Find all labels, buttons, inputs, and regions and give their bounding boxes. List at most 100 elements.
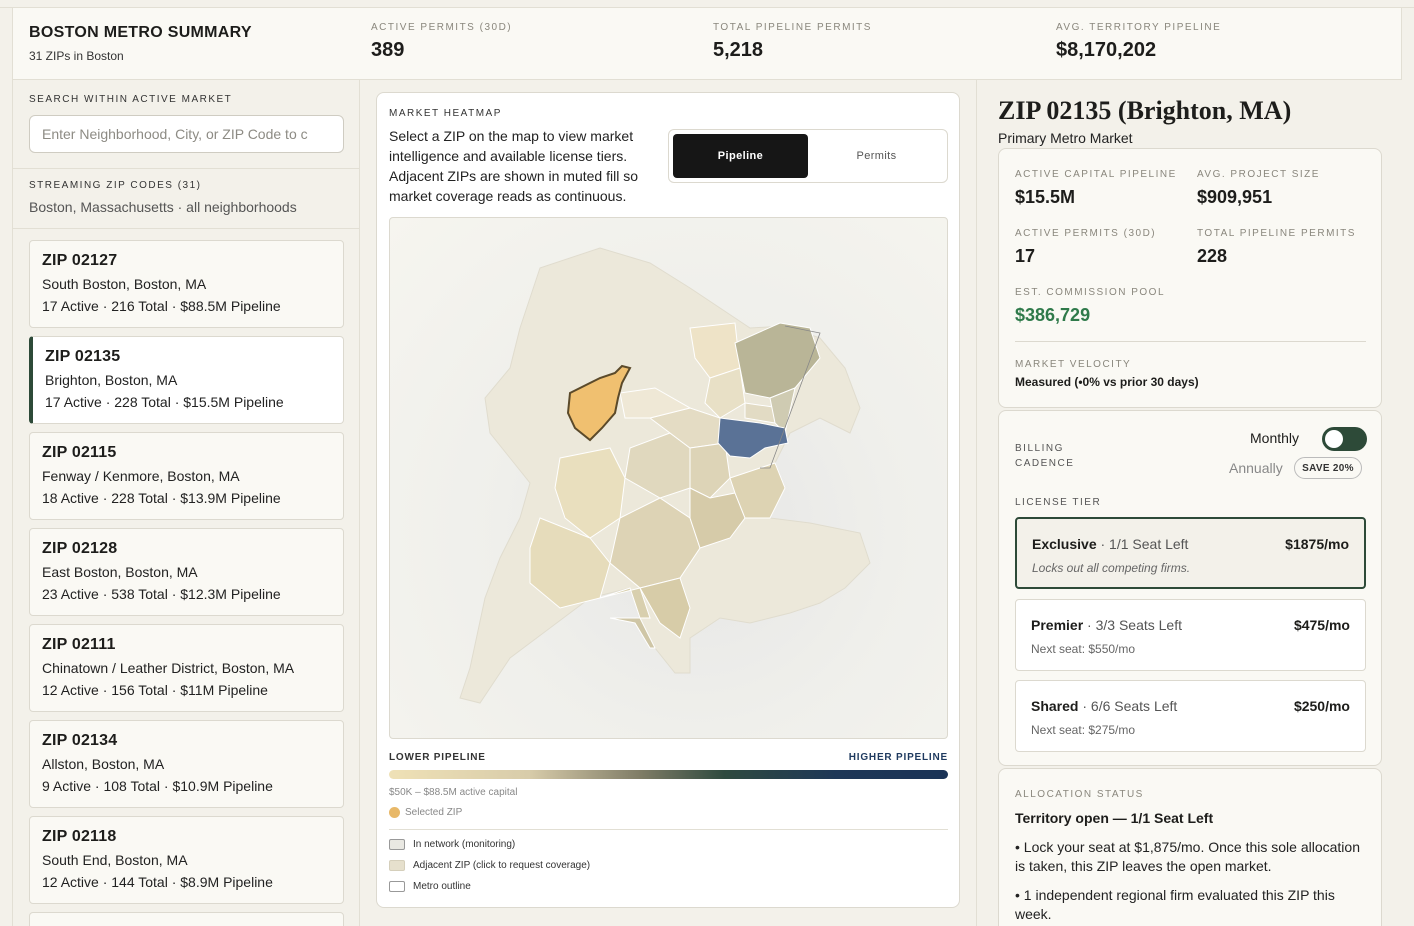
streaming-subtitle: Boston, Massachusetts · all neighborhood… xyxy=(29,199,297,215)
tier-name: Premier · 3/3 Seats Left xyxy=(1031,617,1182,633)
divider xyxy=(13,228,359,229)
zip-card-02127[interactable]: ZIP 02127 South Boston, Boston, MA 17 Ac… xyxy=(29,240,344,328)
allocation-card: ALLOCATION STATUS Territory open — 1/1 S… xyxy=(998,768,1382,926)
metric-label: EST. COMMISSION POOL xyxy=(1015,287,1166,298)
zip-stats: 12 Active · 144 Total · $8.9M Pipeline xyxy=(42,874,273,890)
tier-exclusive[interactable]: Exclusive · 1/1 Seat Left $1875/mo Locks… xyxy=(1015,517,1366,589)
legend-item-label: Adjacent ZIP (click to request coverage) xyxy=(413,860,591,871)
tier-seats: · 1/1 Seat Left xyxy=(1096,536,1189,552)
zip-zone[interactable] xyxy=(704,367,746,419)
tier-premier[interactable]: Premier · 3/3 Seats Left $475/mo Next se… xyxy=(1015,599,1366,671)
zip-stats: 17 Active · 228 Total · $15.5M Pipeline xyxy=(45,394,284,410)
divider xyxy=(1015,341,1366,342)
tier-name: Shared · 6/6 Seats Left xyxy=(1031,698,1177,714)
zip-name: South Boston, Boston, MA xyxy=(42,276,207,292)
metro-outline xyxy=(760,325,821,469)
tier-price: $475/mo xyxy=(1293,617,1350,633)
velocity-value: Measured (•0% vs prior 30 days) xyxy=(1015,375,1199,389)
swatch-icon xyxy=(389,860,405,871)
selected-zip-label: Selected ZIP xyxy=(405,807,463,818)
swatch-icon xyxy=(389,881,405,892)
swatch-icon xyxy=(389,839,405,850)
zip-zone[interactable] xyxy=(554,447,626,539)
legend-low-label: LOWER PIPELINE xyxy=(389,752,486,763)
zip-zone[interactable] xyxy=(729,462,786,519)
zip-zone[interactable] xyxy=(619,387,692,419)
tier-shared[interactable]: Shared · 6/6 Seats Left $250/mo Next sea… xyxy=(1015,680,1366,752)
allocation-label: ALLOCATION STATUS xyxy=(1015,789,1144,800)
tier-price: $250/mo xyxy=(1293,698,1350,714)
zip-zone[interactable] xyxy=(609,617,656,649)
toggle-permits-button[interactable]: Permits xyxy=(856,150,897,162)
zip-code: ZIP 02127 xyxy=(42,252,118,269)
zip-card-02118[interactable]: ZIP 02118 South End, Boston, MA 12 Activ… xyxy=(29,816,344,904)
zip-zone-highlighted[interactable] xyxy=(717,417,789,459)
zip-code: ZIP 02111 xyxy=(42,636,116,653)
stat-label: AVG. TERRITORY PIPELINE xyxy=(1056,22,1222,33)
zip-stats: 12 Active · 156 Total · $11M Pipeline xyxy=(42,682,268,698)
license-card: BILLING CADENCE Monthly Annually SAVE 20… xyxy=(998,410,1382,766)
zip-code: ZIP 02128 xyxy=(42,540,118,557)
zip-code: ZIP 02118 xyxy=(42,828,117,845)
legend-high-label: HIGHER PIPELINE xyxy=(848,752,948,763)
tier-title: Exclusive xyxy=(1032,536,1097,552)
zip-zone[interactable] xyxy=(689,487,746,549)
billing-toggle[interactable] xyxy=(1322,427,1367,451)
tier-seats: · 6/6 Seats Left xyxy=(1078,698,1178,714)
allocation-bullet: • Lock your seat at $1,875/mo. Once this… xyxy=(1015,839,1360,874)
streaming-label: STREAMING ZIP CODES (31) xyxy=(29,180,202,191)
search-input[interactable] xyxy=(29,115,344,153)
tier-price: $1875/mo xyxy=(1285,536,1349,552)
tier-seats: · 3/3 Seats Left xyxy=(1083,617,1182,633)
stat-value: $8,170,202 xyxy=(1056,39,1157,61)
zip-sidebar: SEARCH WITHIN ACTIVE MARKET STREAMING ZI… xyxy=(12,80,360,926)
zip-zone[interactable] xyxy=(529,517,611,609)
zip-zone-selected[interactable] xyxy=(566,364,632,442)
license-tier-label: LICENSE TIER xyxy=(1015,497,1102,508)
zip-name: South End, Boston, MA xyxy=(42,852,188,868)
legend-metro-outline: Metro outline xyxy=(389,881,471,892)
detail-title: ZIP 02135 (Brighton, MA) xyxy=(998,96,1292,125)
zip-code: ZIP 02135 xyxy=(45,348,121,365)
zip-card-02134[interactable]: ZIP 02134 Allston, Boston, MA 9 Active ·… xyxy=(29,720,344,808)
stat-value: 389 xyxy=(371,39,405,61)
heatmap-label: MARKET HEATMAP xyxy=(389,108,502,119)
zip-zone[interactable] xyxy=(639,577,691,639)
metric-label: ACTIVE PERMITS (30D) xyxy=(1015,228,1157,239)
velocity-label: MARKET VELOCITY xyxy=(1015,359,1132,370)
zip-card-partial[interactable] xyxy=(29,912,344,926)
zip-card-02135[interactable]: ZIP 02135 Brighton, Boston, MA 17 Active… xyxy=(29,336,344,424)
zip-card-02115[interactable]: ZIP 02115 Fenway / Kenmore, Boston, MA 1… xyxy=(29,432,344,520)
stat-label: ACTIVE PERMITS (30D) xyxy=(371,22,513,33)
save-badge: SAVE 20% xyxy=(1294,457,1362,479)
toggle-pipeline-button[interactable]: Pipeline xyxy=(673,134,808,178)
tier-name: Exclusive · 1/1 Seat Left xyxy=(1032,536,1188,552)
metric-value: 228 xyxy=(1197,246,1228,266)
stat-label: TOTAL PIPELINE PERMITS xyxy=(713,22,872,33)
zip-heatmap[interactable] xyxy=(389,217,948,739)
tier-title: Premier xyxy=(1031,617,1084,633)
heatmap-panel: MARKET HEATMAP Select a ZIP on the map t… xyxy=(376,92,960,908)
zip-zone[interactable] xyxy=(609,497,701,589)
zip-stats: 17 Active · 216 Total · $88.5M Pipeline xyxy=(42,298,281,314)
metric-label: ACTIVE CAPITAL PIPELINE xyxy=(1015,169,1177,180)
heatmap-svg[interactable] xyxy=(390,218,948,739)
legend-item-label: In network (monitoring) xyxy=(413,839,516,850)
divider xyxy=(13,168,359,169)
legend-selected-zip: Selected ZIP xyxy=(389,807,462,818)
page-title: BOSTON METRO SUMMARY xyxy=(29,24,252,41)
metric-value: 17 xyxy=(1015,246,1036,266)
metro-summary-header: BOSTON METRO SUMMARY 31 ZIPs in Boston A… xyxy=(12,8,1402,80)
zip-card-02111[interactable]: ZIP 02111 Chinatown / Leather District, … xyxy=(29,624,344,712)
zip-code: ZIP 02134 xyxy=(42,732,118,749)
legend-range: $50K – $88.5M active capital xyxy=(389,787,518,798)
zip-zone[interactable] xyxy=(599,587,651,619)
page-subtitle: 31 ZIPs in Boston xyxy=(29,49,124,63)
metrics-card: ACTIVE CAPITAL PIPELINE $15.5M AVG. PROJ… xyxy=(998,148,1382,408)
tier-note: Next seat: $550/mo xyxy=(1031,642,1136,656)
metric-value: $909,951 xyxy=(1197,187,1273,207)
zip-card-02128[interactable]: ZIP 02128 East Boston, Boston, MA 23 Act… xyxy=(29,528,344,616)
legend-item-label: Metro outline xyxy=(413,881,471,892)
tier-note: Next seat: $275/mo xyxy=(1031,723,1136,737)
zip-stats: 23 Active · 538 Total · $12.3M Pipeline xyxy=(42,586,281,602)
